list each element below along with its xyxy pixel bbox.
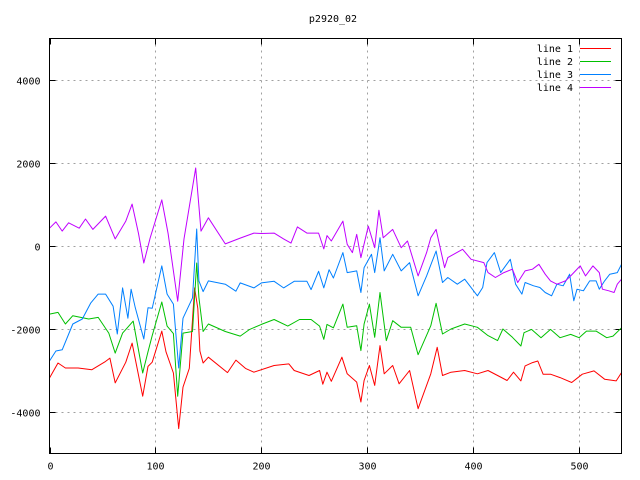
legend: line 1 line 2 line 3 line 4 xyxy=(537,44,611,94)
x-tick-label: 500 xyxy=(570,462,588,473)
plot-border xyxy=(49,38,622,454)
x-tick-label: 100 xyxy=(146,462,164,473)
x-tick-label: 300 xyxy=(358,462,376,473)
legend-label: line 3 xyxy=(537,70,573,81)
series-line-2 xyxy=(49,262,622,397)
legend-label: line 2 xyxy=(537,57,573,68)
series-line-1 xyxy=(49,287,622,430)
legend-label: line 1 xyxy=(537,44,573,55)
grid xyxy=(49,38,622,454)
axis-ticks: 0 100 200 300 400 500 -4000 -2000 0 2000 4000 xyxy=(10,38,622,473)
y-tick-label: -4000 xyxy=(10,409,40,420)
x-tick-label: 200 xyxy=(252,462,270,473)
series-line-4 xyxy=(49,167,622,302)
x-tick-label: 0 xyxy=(47,462,53,473)
legend-label: line 4 xyxy=(537,83,573,94)
x-tick-label: 400 xyxy=(464,462,482,473)
series-line-3 xyxy=(49,228,622,369)
y-tick-label: 0 xyxy=(34,243,40,254)
chart-title: p2920_02 xyxy=(309,14,357,25)
series-group xyxy=(49,167,622,430)
y-tick-label: 4000 xyxy=(16,77,40,88)
y-tick-label: -2000 xyxy=(10,326,40,337)
y-tick-label: 2000 xyxy=(16,160,40,171)
